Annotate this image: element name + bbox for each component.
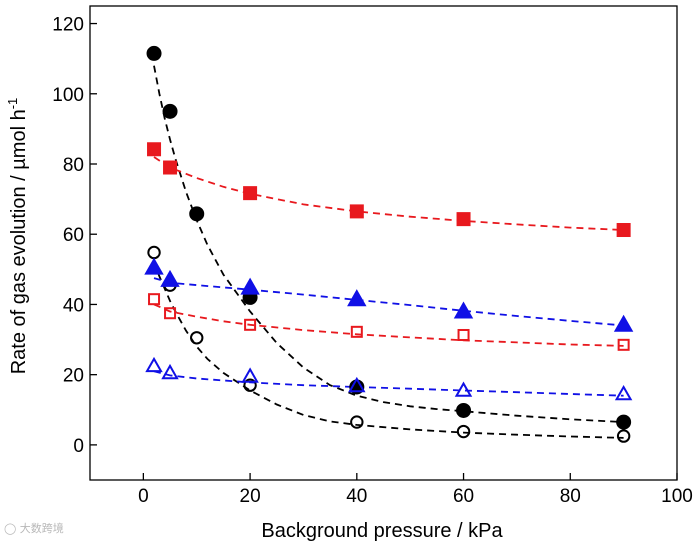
marker-red-open-square: [148, 293, 161, 306]
marker-red-open-square: [244, 318, 257, 331]
marker-red-open-square: [164, 307, 177, 320]
marker-blue-open-triangle: [161, 363, 179, 380]
y-tick-label: 120: [52, 15, 84, 36]
y-tick-label: 60: [63, 225, 84, 246]
x-axis-title: Background pressure / kPa: [261, 520, 503, 542]
x-tick-label: 20: [240, 486, 261, 507]
marker-blue-filled-triangle: [453, 301, 474, 319]
marker-black-filled-circle: [189, 206, 205, 222]
marker-blue-open-triangle: [454, 381, 473, 397]
marker-red-filled-square: [163, 160, 178, 175]
marker-black-filled-circle: [162, 103, 178, 119]
marker-blue-open-triangle: [145, 356, 163, 373]
marker-black-open-circle: [147, 245, 161, 260]
fit-line-black-filled-circle: [153, 65, 624, 423]
marker-black-open-circle: [456, 424, 471, 439]
y-axis-title-main: Rate of gas evolution / µmol h: [8, 109, 30, 374]
marker-red-open-square: [617, 338, 630, 351]
x-tick-label: 60: [453, 486, 474, 507]
fit-line-red-filled-square: [153, 156, 624, 231]
fit-line-red-open-square: [153, 303, 624, 347]
y-tick-label: 20: [63, 366, 84, 387]
x-tick-label: 40: [346, 486, 367, 507]
marker-red-filled-square: [456, 212, 471, 227]
marker-blue-filled-triangle: [144, 257, 164, 275]
plot-frame: [89, 5, 678, 481]
y-tick-label: 40: [63, 295, 84, 316]
fit-lines: [153, 65, 624, 439]
data-markers: [144, 45, 634, 443]
marker-red-filled-square: [616, 223, 631, 238]
axis-ticks: 0 20 40 60 80 100 0 20 40 60 80 100 120: [52, 15, 693, 507]
marker-blue-filled-triangle: [160, 269, 180, 287]
marker-blue-open-triangle: [241, 367, 259, 383]
marker-black-open-circle: [616, 429, 631, 443]
x-tick-label: 80: [560, 486, 581, 507]
marker-black-open-circle: [243, 378, 257, 392]
marker-red-open-square: [350, 325, 363, 338]
marker-blue-open-triangle: [614, 384, 633, 401]
x-tick-label: 0: [138, 486, 149, 507]
y-axis-title-superscript: -1: [5, 98, 20, 110]
marker-black-filled-circle: [616, 414, 632, 430]
marker-blue-filled-triangle: [240, 277, 260, 295]
marker-black-open-circle: [190, 331, 204, 345]
marker-red-filled-square: [349, 204, 364, 219]
marker-blue-filled-triangle: [613, 314, 634, 332]
watermark-logo: ◯ 大数跨境: [4, 522, 64, 535]
marker-black-open-circle: [350, 415, 364, 429]
marker-red-filled-square: [243, 186, 258, 201]
x-tick-label: 100: [661, 486, 693, 507]
fit-line-blue-open-triangle: [153, 370, 624, 397]
fit-line-black-open-circle: [153, 261, 624, 439]
y-axis-title: Rate of gas evolution / µmol h-1: [5, 98, 30, 375]
marker-blue-filled-triangle: [347, 289, 367, 307]
y-tick-label: 0: [73, 436, 84, 457]
marker-blue-open-triangle: [348, 376, 366, 393]
y-tick-label: 80: [63, 155, 84, 176]
marker-black-filled-circle: [146, 45, 162, 61]
marker-black-filled-circle: [456, 402, 472, 418]
fit-line-blue-filled-triangle: [153, 277, 624, 327]
marker-red-filled-square: [147, 142, 162, 157]
marker-red-open-square: [457, 328, 470, 341]
y-tick-label: 100: [52, 85, 84, 106]
